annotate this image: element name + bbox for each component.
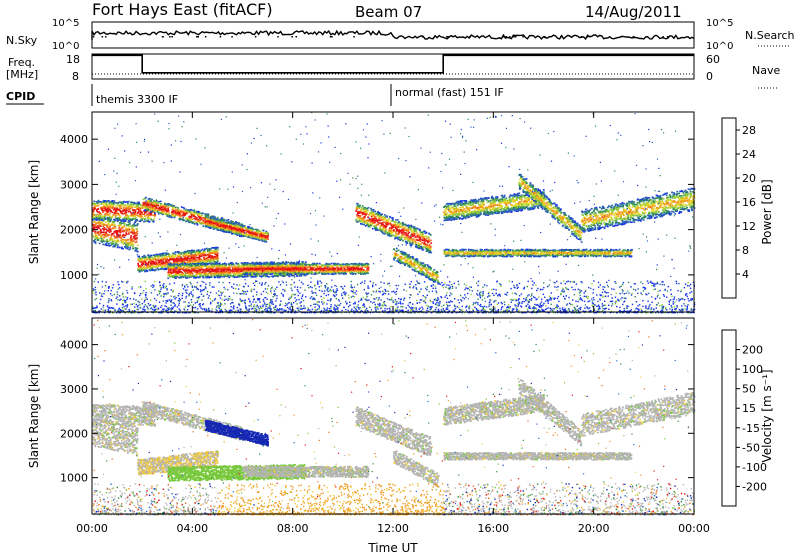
x-axis-label: Time UT	[367, 541, 418, 554]
nsky-tick-top: 10^5	[52, 18, 79, 29]
freq-label: Freq.	[8, 56, 35, 69]
nave-tick-bottom: 0	[706, 70, 713, 83]
vel-cbar-tick-2: 50	[742, 383, 756, 396]
nsky-tick-bottom: 10^0	[52, 41, 79, 52]
power-yaxis-tick-2: 3000	[60, 178, 88, 191]
nsky-label: N.Sky	[6, 34, 38, 47]
vel-yaxis-tick-2: 3000	[60, 383, 88, 396]
power-yaxis-tick-1: 2000	[60, 224, 88, 237]
velocity-heatmap	[92, 318, 696, 516]
x-tick-5: 20:00	[578, 522, 610, 535]
power-y-label: Slant Range [km]	[27, 160, 41, 264]
freq-panel-frame	[91, 53, 695, 80]
power-cbar-tick-2: 12	[742, 220, 756, 233]
freq-trace	[92, 54, 694, 74]
power-cbar-tick-1: 8	[742, 244, 749, 257]
vel-yaxis-tick-0: 1000	[60, 472, 88, 485]
cpid-mode-2: normal (fast) 151 IF	[395, 86, 504, 99]
power-heatmap	[92, 112, 696, 314]
time-x-axis: 00:00 04:00 08:00 12:00 16:00 20:00 00:00	[76, 112, 710, 535]
nsearch-tick-top: 10^5	[706, 18, 733, 29]
power-yaxis-tick-0: 1000	[60, 269, 88, 282]
x-tick-3: 12:00	[377, 522, 409, 535]
vel-cbar-tick-3: 15	[742, 402, 756, 415]
power-colorbar: 4 8 12 16 20 24 28	[721, 117, 756, 299]
x-tick-4: 16:00	[477, 522, 509, 535]
vel-cbar-tick-4: -15	[742, 422, 760, 435]
velocity-y-label: Slant Range [km]	[27, 364, 41, 468]
nsearch-label: N.Search	[745, 29, 795, 42]
power-cbar-tick-0: 4	[742, 268, 749, 281]
power-yaxis-tick-3: 4000	[60, 133, 88, 146]
vel-yaxis-tick-3: 4000	[60, 339, 88, 352]
vel-cbar-tick-0: 200	[742, 344, 763, 357]
freq-unit: [MHz]	[6, 68, 38, 81]
vel-cbar-tick-1: 100	[742, 363, 763, 376]
freq-tick-bottom: 8	[72, 70, 79, 83]
vel-yaxis-tick-1: 2000	[60, 427, 88, 440]
x-tick-0: 00:00	[76, 522, 108, 535]
power-cbar-tick-4: 20	[742, 172, 756, 185]
power-cbar-tick-3: 16	[742, 196, 756, 209]
vel-cbar-tick-5: -50	[742, 441, 760, 454]
nave-label: Nave	[752, 64, 780, 77]
velocity-colorbar-label: Velocity [m s⁻¹]	[760, 369, 774, 462]
beam-title: Beam 07	[355, 3, 422, 21]
vel-cbar-tick-7: -200	[742, 480, 767, 493]
nsearch-tick-bottom: 10^0	[706, 41, 733, 52]
power-y-axis: 1000 2000 3000 4000	[60, 133, 694, 282]
power-cbar-tick-6: 28	[742, 124, 756, 137]
power-cbar-tick-5: 24	[742, 148, 756, 161]
x-tick-6: 00:00	[678, 522, 710, 535]
cpid-mode-1: themis 3300 IF	[96, 93, 178, 106]
x-tick-2: 08:00	[277, 522, 309, 535]
velocity-colorbar: 200 100 50 15 -15 -50 -100 -200	[721, 329, 767, 507]
velocity-y-axis: 1000 2000 3000 4000	[60, 339, 694, 485]
cpid-label: CPID	[6, 90, 35, 103]
nsky-trace	[91, 29, 695, 41]
x-tick-1: 04:00	[176, 522, 208, 535]
vel-cbar-tick-6: -100	[742, 461, 767, 474]
power-colorbar-label: Power [dB]	[760, 179, 774, 244]
date-title: 14/Aug/2011	[585, 3, 682, 21]
nave-tick-top: 60	[706, 53, 720, 66]
freq-tick-top: 18	[66, 53, 80, 66]
station-title: Fort Hays East (fitACF)	[92, 0, 273, 19]
